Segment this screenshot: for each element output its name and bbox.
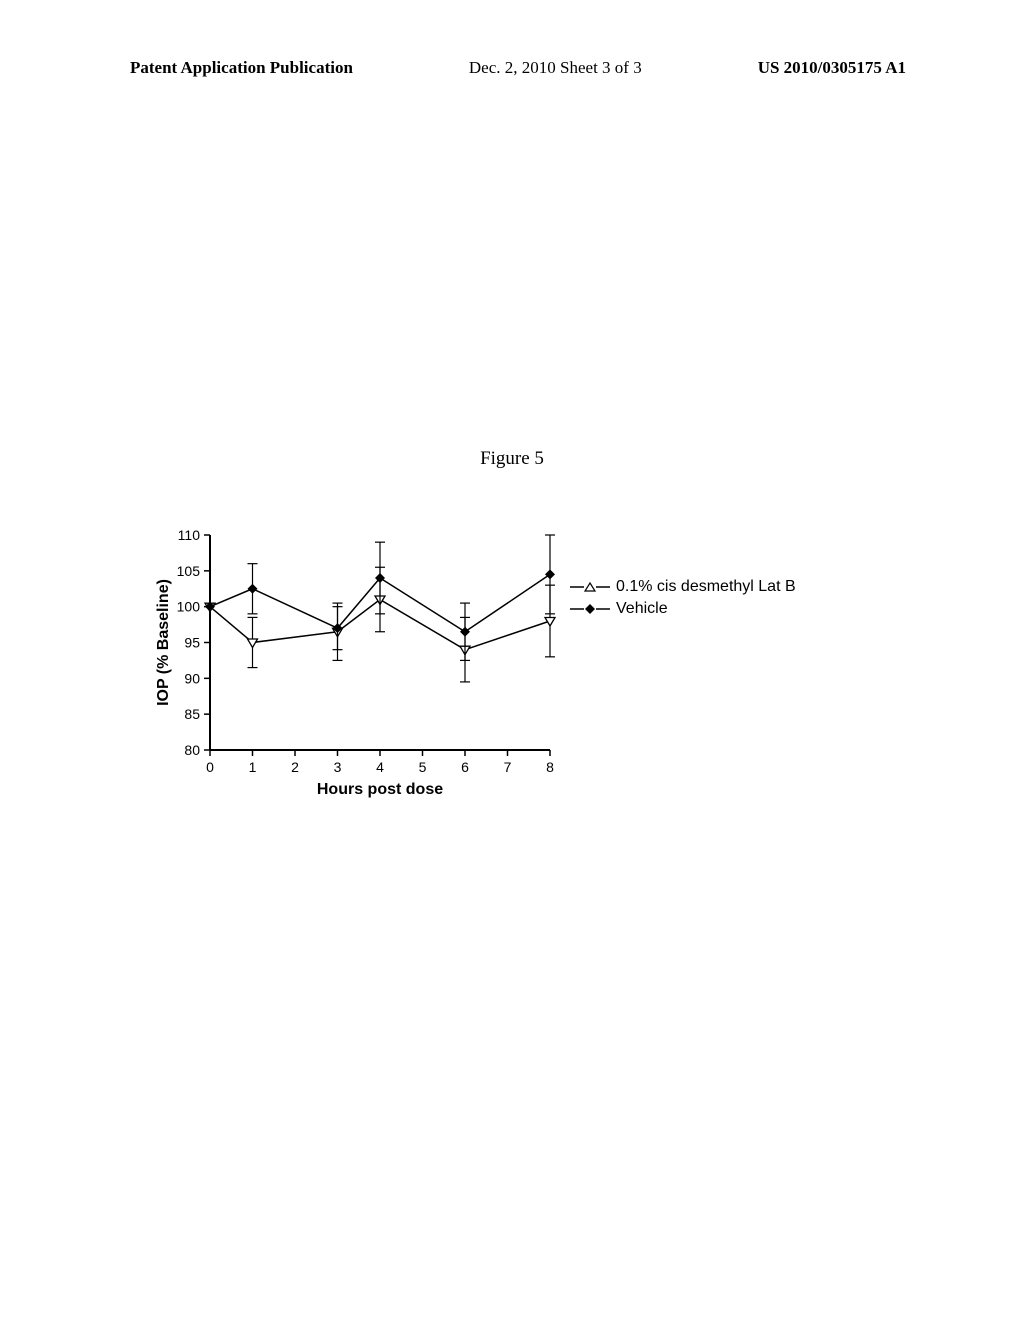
- header-right: US 2010/0305175 A1: [758, 58, 906, 78]
- svg-text:0: 0: [206, 759, 214, 775]
- svg-text:95: 95: [184, 635, 200, 651]
- svg-text:80: 80: [184, 742, 200, 758]
- figure-title: Figure 5: [0, 448, 1024, 470]
- header-center: Dec. 2, 2010 Sheet 3 of 3: [469, 58, 642, 78]
- legend-item: Vehicle: [570, 598, 796, 620]
- svg-text:2: 2: [291, 759, 299, 775]
- svg-text:110: 110: [178, 527, 201, 543]
- svg-text:3: 3: [334, 759, 342, 775]
- svg-text:6: 6: [461, 759, 469, 775]
- chart-svg: 80 85 90 95 100 105 110 0 1 2 3 4 5 6 7 8 IOP (% Baselin…: [150, 520, 890, 820]
- legend-label: Vehicle: [616, 600, 668, 618]
- svg-text:4: 4: [376, 759, 384, 775]
- svg-text:8: 8: [546, 759, 554, 775]
- legend-marker-diamond: [570, 601, 610, 617]
- svg-text:90: 90: [184, 670, 200, 686]
- legend: 0.1% cis desmethyl Lat B Vehicle: [570, 576, 796, 620]
- svg-text:85: 85: [184, 706, 200, 722]
- chart: 80 85 90 95 100 105 110 0 1 2 3 4 5 6 7 8 IOP (% Baselin…: [150, 520, 890, 820]
- legend-label: 0.1% cis desmethyl Lat B: [616, 578, 796, 596]
- svg-text:IOP (% Baseline): IOP (% Baseline): [155, 579, 172, 706]
- svg-text:7: 7: [504, 759, 512, 775]
- legend-item: 0.1% cis desmethyl Lat B: [570, 576, 796, 598]
- svg-text:5: 5: [419, 759, 427, 775]
- page-header: Patent Application Publication Dec. 2, 2…: [0, 58, 1024, 78]
- svg-text:100: 100: [177, 599, 201, 615]
- header-left: Patent Application Publication: [130, 58, 353, 78]
- svg-text:Hours post dose: Hours post dose: [317, 781, 443, 798]
- svg-text:105: 105: [177, 563, 201, 579]
- svg-text:1: 1: [249, 759, 257, 775]
- legend-marker-triangle: [570, 579, 610, 595]
